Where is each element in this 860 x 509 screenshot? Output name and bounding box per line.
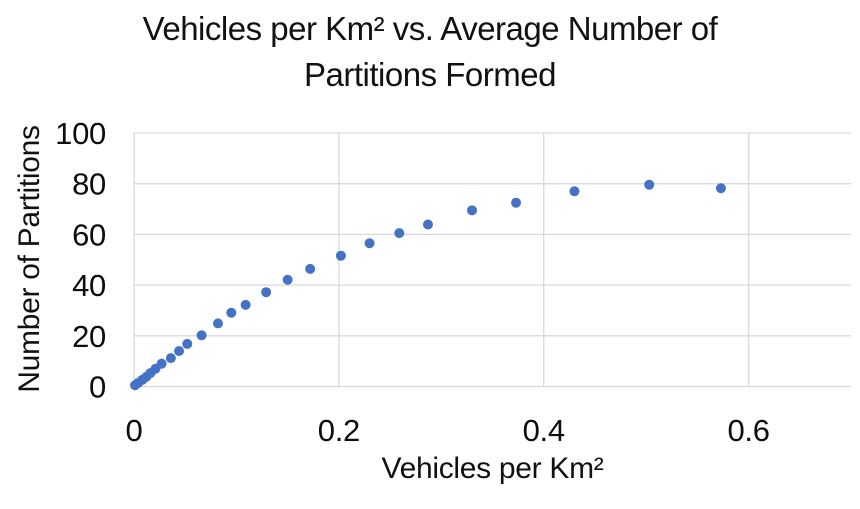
data-point (394, 228, 405, 239)
data-point (715, 183, 726, 194)
data-point (226, 307, 237, 318)
data-point (174, 346, 185, 357)
x-tick-label: 0.4 (523, 413, 565, 448)
data-point (261, 287, 272, 298)
data-point (165, 353, 176, 364)
data-point (569, 186, 580, 197)
data-point (364, 238, 375, 249)
y-tick-label: 100 (55, 116, 106, 151)
data-point (240, 299, 251, 310)
y-tick-label: 20 (72, 319, 106, 354)
chart-title: Vehicles per Km² vs. Average Number of P… (0, 6, 860, 98)
data-point (511, 197, 522, 208)
data-point (335, 250, 346, 261)
data-point (422, 219, 433, 230)
y-axis-title: Number of Partitions (13, 125, 46, 393)
data-point (212, 318, 223, 329)
x-tick-label: 0.2 (318, 413, 360, 448)
y-tick-label: 0 (89, 370, 106, 405)
chart-title-line-1: Vehicles per Km² vs. Average Number of (142, 10, 718, 47)
data-point (305, 263, 316, 274)
chart-title-line-2: Partitions Formed (304, 56, 556, 93)
x-tick-label: 0.6 (727, 413, 769, 448)
data-point (182, 338, 193, 349)
data-point (156, 358, 167, 369)
y-tick-label: 40 (72, 268, 106, 303)
y-tick-label: 80 (72, 167, 106, 202)
x-tick-label: 0 (126, 413, 143, 448)
x-axis-title: Vehicles per Km² (381, 452, 604, 485)
data-point (467, 205, 478, 216)
data-point (282, 274, 293, 285)
data-point (644, 179, 655, 190)
data-point (196, 330, 207, 341)
y-tick-label: 60 (72, 217, 106, 252)
